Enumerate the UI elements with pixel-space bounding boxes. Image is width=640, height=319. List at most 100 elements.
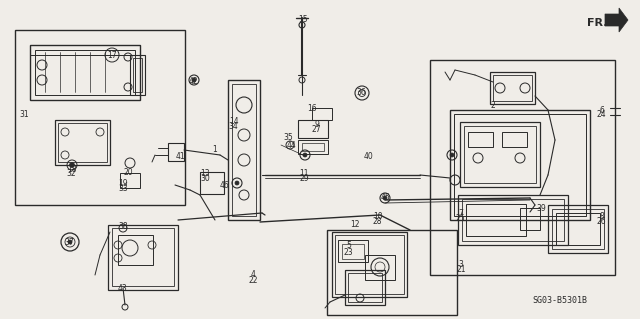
Text: 1: 1: [212, 145, 217, 154]
Circle shape: [383, 196, 387, 200]
Text: 28: 28: [373, 217, 382, 226]
Text: 7: 7: [458, 209, 463, 218]
Circle shape: [303, 153, 307, 157]
Bar: [232, 84, 256, 216]
Text: 41: 41: [175, 152, 186, 161]
Bar: [118, 235, 153, 265]
Bar: [108, 225, 178, 290]
Bar: [338, 240, 368, 262]
Bar: [466, 204, 526, 236]
Text: 37: 37: [64, 238, 74, 247]
Bar: [15, 30, 185, 205]
Bar: [342, 244, 364, 259]
Bar: [365, 255, 395, 280]
Bar: [430, 60, 615, 275]
Text: 11: 11: [300, 169, 308, 178]
Bar: [332, 232, 407, 297]
Bar: [520, 208, 540, 230]
Text: 14: 14: [228, 117, 239, 126]
Bar: [228, 80, 260, 220]
Text: 6: 6: [599, 106, 604, 115]
Bar: [55, 120, 110, 165]
Text: 13: 13: [200, 169, 210, 178]
Text: 31: 31: [19, 110, 29, 119]
Polygon shape: [605, 8, 628, 32]
Bar: [502, 132, 527, 147]
Bar: [327, 230, 457, 315]
Bar: [168, 143, 184, 161]
Text: 40: 40: [363, 152, 373, 161]
Circle shape: [70, 162, 74, 167]
Bar: [348, 273, 382, 302]
Text: 15: 15: [298, 15, 308, 24]
Bar: [30, 45, 140, 100]
Bar: [200, 172, 224, 194]
Text: 22: 22: [248, 276, 257, 285]
Circle shape: [192, 78, 196, 82]
Text: 32: 32: [67, 169, 77, 178]
Text: 46: 46: [219, 181, 229, 189]
Bar: [112, 228, 174, 286]
Bar: [454, 114, 586, 216]
Text: 4: 4: [250, 270, 255, 279]
Bar: [133, 58, 142, 92]
Text: 26: 26: [596, 217, 607, 226]
Bar: [556, 213, 600, 245]
Text: 3: 3: [458, 260, 463, 269]
Text: 12: 12: [351, 220, 360, 229]
Text: SG03-B5301B: SG03-B5301B: [532, 296, 588, 305]
Text: 5: 5: [346, 241, 351, 250]
Text: 9: 9: [314, 120, 319, 129]
Text: 34: 34: [228, 122, 239, 130]
Text: 20: 20: [123, 168, 133, 177]
Text: 2: 2: [490, 101, 495, 110]
Bar: [548, 205, 608, 253]
Bar: [130, 55, 145, 95]
Text: 16: 16: [307, 104, 317, 113]
Text: 21: 21: [456, 265, 465, 274]
Bar: [312, 108, 332, 120]
Text: 18: 18: [67, 165, 76, 174]
Text: 29: 29: [299, 174, 309, 183]
Bar: [490, 72, 535, 104]
Bar: [464, 126, 536, 183]
Bar: [298, 140, 328, 154]
Bar: [552, 209, 604, 249]
Circle shape: [235, 181, 239, 185]
Bar: [468, 132, 493, 147]
Bar: [58, 123, 107, 162]
Text: 33: 33: [118, 184, 128, 193]
Text: 35: 35: [283, 133, 293, 142]
Circle shape: [450, 153, 454, 157]
Text: 39: 39: [536, 204, 546, 213]
Bar: [345, 270, 385, 305]
Text: 24: 24: [596, 110, 607, 119]
Bar: [120, 173, 140, 188]
Text: 17: 17: [107, 51, 117, 60]
Text: 23: 23: [344, 248, 354, 256]
Bar: [462, 199, 564, 241]
Text: 10: 10: [372, 212, 383, 221]
Text: FR.: FR.: [587, 18, 607, 28]
Text: 44: 44: [286, 141, 296, 150]
Text: 30: 30: [200, 174, 210, 183]
Text: 27: 27: [312, 125, 322, 134]
Bar: [35, 50, 135, 95]
Text: 36: 36: [356, 88, 367, 97]
Bar: [458, 195, 568, 245]
Bar: [298, 120, 328, 138]
Text: 42: 42: [189, 77, 199, 86]
Text: 19: 19: [118, 179, 128, 188]
Text: 43: 43: [118, 284, 128, 293]
Bar: [335, 235, 404, 294]
Bar: [302, 143, 324, 151]
Text: 45: 45: [380, 193, 390, 202]
Bar: [493, 75, 532, 101]
Text: 8: 8: [599, 212, 604, 221]
Bar: [460, 122, 540, 187]
Text: 25: 25: [456, 214, 466, 223]
Text: 38: 38: [118, 222, 129, 231]
Bar: [30, 45, 140, 55]
Bar: [450, 110, 590, 220]
Circle shape: [68, 240, 72, 244]
